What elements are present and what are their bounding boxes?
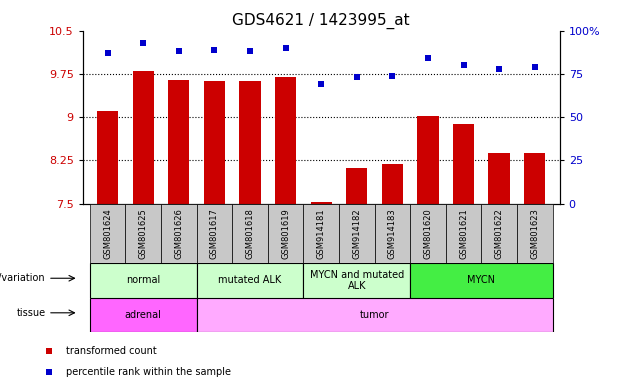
Title: GDS4621 / 1423995_at: GDS4621 / 1423995_at [232, 13, 410, 29]
FancyBboxPatch shape [410, 204, 446, 263]
Text: genotype/variation: genotype/variation [0, 273, 46, 283]
Text: MYCN: MYCN [467, 275, 495, 285]
Bar [97, 111, 118, 204]
FancyBboxPatch shape [375, 204, 410, 263]
Text: GSM801617: GSM801617 [210, 208, 219, 259]
Bar [524, 153, 546, 204]
FancyBboxPatch shape [446, 204, 481, 263]
Text: GSM914182: GSM914182 [352, 208, 361, 258]
Text: GSM801619: GSM801619 [281, 208, 290, 259]
Bar [239, 81, 261, 204]
Bar [168, 80, 190, 204]
Point [387, 73, 398, 79]
Bar [204, 81, 225, 204]
Text: GSM801620: GSM801620 [424, 208, 432, 259]
Point [459, 62, 469, 68]
Text: GSM801624: GSM801624 [103, 208, 112, 259]
FancyBboxPatch shape [339, 204, 375, 263]
FancyBboxPatch shape [197, 263, 303, 298]
Bar [310, 202, 332, 204]
Bar [275, 77, 296, 204]
Text: adrenal: adrenal [125, 310, 162, 320]
Point [102, 50, 113, 56]
FancyBboxPatch shape [197, 298, 553, 332]
Point [209, 47, 219, 53]
Point [174, 48, 184, 55]
FancyBboxPatch shape [481, 204, 517, 263]
FancyBboxPatch shape [303, 263, 410, 298]
Text: normal: normal [126, 275, 160, 285]
FancyBboxPatch shape [268, 204, 303, 263]
Point [494, 66, 504, 72]
Text: GSM801618: GSM801618 [245, 208, 254, 259]
Bar [488, 154, 510, 204]
Text: GSM801623: GSM801623 [530, 208, 539, 259]
Point [352, 74, 362, 81]
Text: tumor: tumor [360, 310, 389, 320]
FancyBboxPatch shape [161, 204, 197, 263]
Bar [417, 116, 439, 204]
FancyBboxPatch shape [197, 204, 232, 263]
Text: GSM801621: GSM801621 [459, 208, 468, 259]
Bar [132, 71, 154, 204]
Bar [453, 124, 474, 204]
Text: MYCN and mutated
ALK: MYCN and mutated ALK [310, 270, 404, 291]
Point [530, 64, 540, 70]
Text: GSM914181: GSM914181 [317, 208, 326, 258]
FancyBboxPatch shape [90, 263, 197, 298]
Point [280, 45, 291, 51]
Point [44, 348, 54, 354]
Text: transformed count: transformed count [66, 346, 157, 356]
FancyBboxPatch shape [90, 204, 125, 263]
Text: mutated ALK: mutated ALK [218, 275, 282, 285]
Bar [382, 164, 403, 204]
Point [44, 369, 54, 376]
Point [316, 81, 326, 88]
Point [423, 55, 433, 61]
FancyBboxPatch shape [90, 298, 197, 332]
FancyBboxPatch shape [125, 204, 161, 263]
Text: GSM801622: GSM801622 [495, 208, 504, 259]
Point [138, 40, 148, 46]
Text: percentile rank within the sample: percentile rank within the sample [66, 367, 231, 377]
Text: GSM914183: GSM914183 [388, 208, 397, 259]
FancyBboxPatch shape [517, 204, 553, 263]
FancyBboxPatch shape [410, 263, 553, 298]
Point [245, 48, 255, 55]
FancyBboxPatch shape [232, 204, 268, 263]
Text: GSM801625: GSM801625 [139, 208, 148, 259]
Text: GSM801626: GSM801626 [174, 208, 183, 259]
Text: tissue: tissue [17, 308, 46, 318]
Bar [346, 168, 368, 204]
FancyBboxPatch shape [303, 204, 339, 263]
